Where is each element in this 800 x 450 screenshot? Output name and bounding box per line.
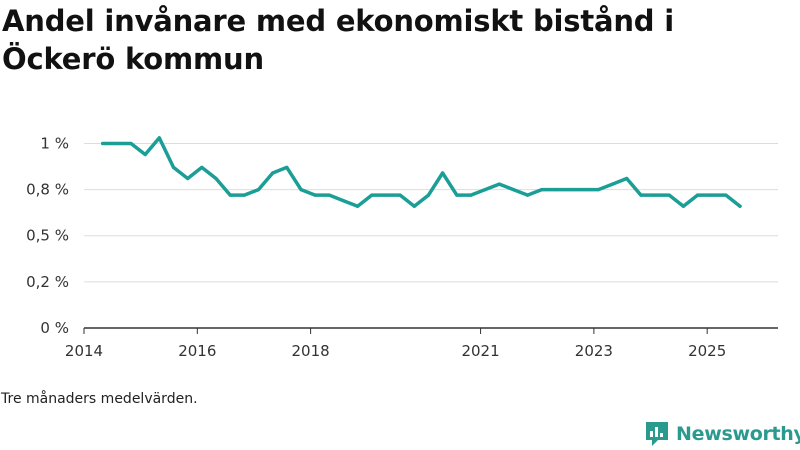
- data-point: [313, 193, 317, 197]
- data-point: [639, 193, 643, 197]
- data-point: [667, 193, 671, 197]
- newsworthy-brand[interactable]: Newsworthy: [644, 420, 800, 448]
- data-point: [157, 136, 161, 140]
- data-point: [610, 182, 615, 186]
- chart-title: Andel invånare med ekonomiskt bistånd i …: [2, 4, 675, 76]
- series-layer: [100, 136, 742, 208]
- data-point: [370, 193, 374, 197]
- data-point: [384, 193, 388, 197]
- data-point: [228, 193, 232, 197]
- data-point: [568, 187, 572, 192]
- newsworthy-logo-icon: [646, 422, 668, 446]
- data-point: [681, 204, 685, 208]
- x-tick-label: 2014: [65, 342, 103, 360]
- data-point: [625, 176, 629, 181]
- data-point: [724, 193, 728, 197]
- chart-note: Tre månaders medelvärden.: [1, 391, 198, 407]
- data-point: [186, 176, 190, 181]
- gridlines: [84, 142, 778, 283]
- data-point: [398, 193, 402, 197]
- data-point: [695, 193, 700, 197]
- data-point: [171, 165, 176, 170]
- x-tick-label: 2021: [461, 342, 499, 360]
- data-point: [242, 193, 246, 197]
- data-point: [710, 193, 714, 197]
- x-tick-label: 2025: [688, 342, 726, 360]
- data-point: [143, 152, 147, 157]
- x-tick-label: 2016: [178, 342, 216, 360]
- x-tick-label: 2018: [292, 342, 330, 360]
- data-point: [582, 187, 586, 192]
- data-point: [540, 187, 544, 192]
- series-line-0: [100, 136, 742, 208]
- brand-name: Newsworthy: [676, 423, 800, 445]
- data-point: [299, 187, 303, 192]
- data-point: [738, 204, 742, 208]
- data-point: [596, 187, 601, 192]
- x-axis-labels: 2014 2016 2018 2021 2023 2025: [65, 342, 726, 360]
- data-point: [214, 176, 218, 181]
- data-point: [271, 171, 275, 175]
- data-point: [115, 141, 119, 146]
- data-point: [327, 193, 331, 197]
- data-point: [101, 141, 105, 146]
- y-tick-label: 0 %: [40, 319, 69, 337]
- data-point: [554, 187, 558, 192]
- y-tick-label: 1 %: [40, 134, 69, 152]
- data-point: [469, 193, 473, 197]
- y-tick-label: 0,8 %: [26, 181, 69, 199]
- data-point: [285, 165, 289, 170]
- data-point: [129, 141, 133, 146]
- data-point: [511, 187, 516, 192]
- data-point: [412, 204, 416, 208]
- y-tick-label: 0,2 %: [26, 273, 69, 291]
- data-point: [256, 187, 261, 192]
- data-point: [426, 193, 431, 197]
- data-point: [483, 187, 487, 192]
- data-point: [200, 165, 204, 170]
- data-point: [341, 199, 346, 203]
- y-axis-labels: 0 % 0,2 % 0,5 % 0,8 % 1 %: [26, 134, 69, 337]
- data-point: [441, 171, 445, 175]
- x-tick-label: 2023: [575, 342, 613, 360]
- x-axis: [83, 327, 778, 334]
- data-point: [455, 193, 459, 197]
- data-point: [497, 182, 501, 186]
- data-point: [525, 193, 530, 197]
- y-tick-label: 0,5 %: [26, 227, 69, 245]
- data-point: [653, 193, 657, 197]
- data-point: [356, 204, 360, 208]
